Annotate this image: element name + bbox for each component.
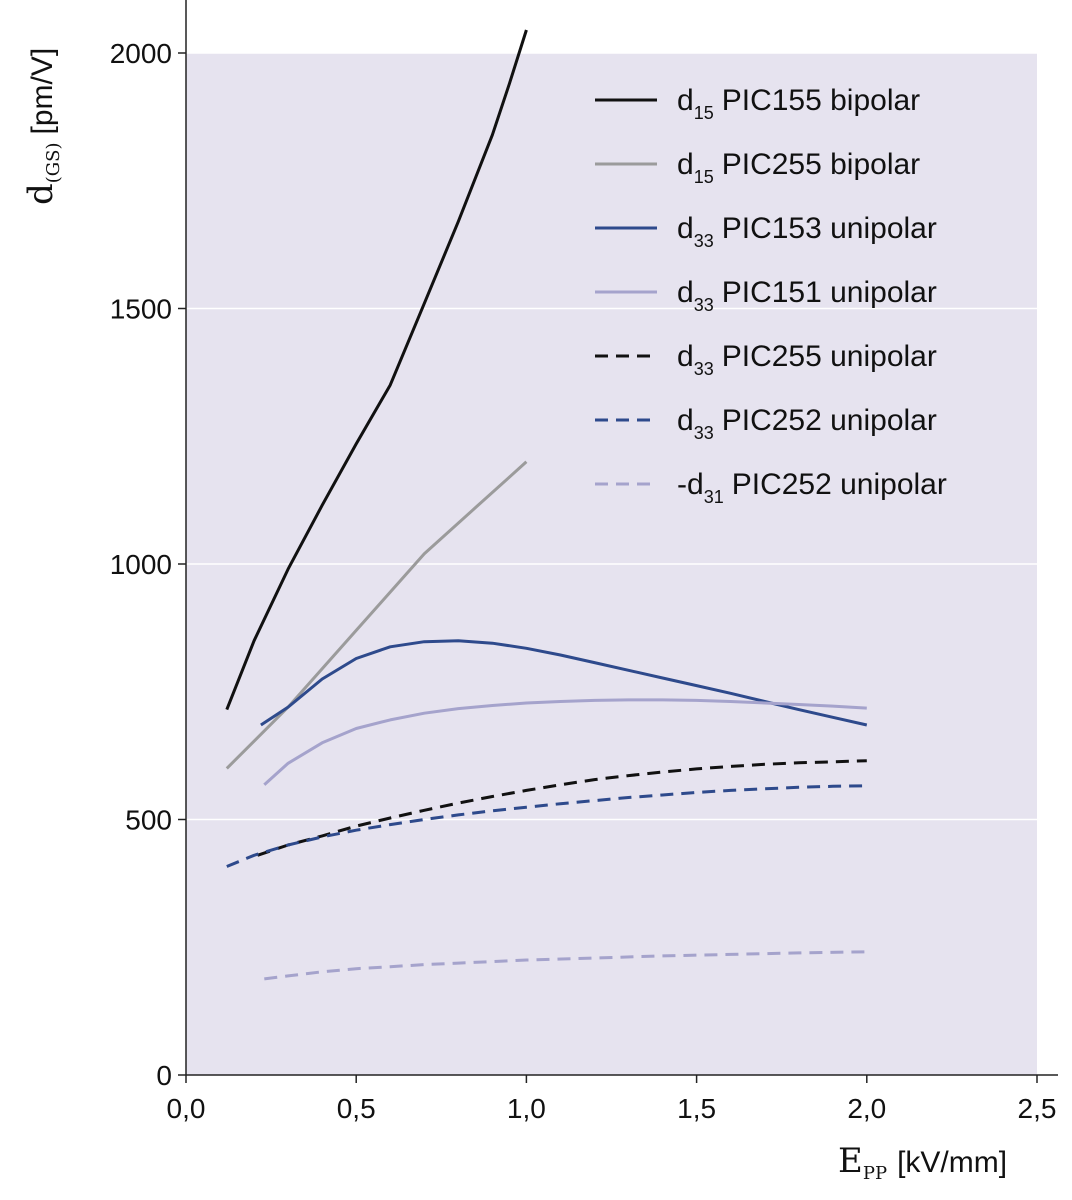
series-line-s5 (257, 759, 867, 857)
y-tick-label: 500 (125, 805, 172, 836)
legend-label-prefix: d (677, 212, 694, 245)
legend-label-prefix: d (677, 148, 694, 181)
legend-label-prefix: d (677, 276, 694, 309)
y-axis-title: d(GS) [pm/V] (21, 48, 64, 205)
legend-label-prefix: -d (677, 468, 704, 501)
legend-label: d33 PIC151 unipolar (677, 276, 937, 315)
legend-label-subscript: 15 (694, 167, 714, 187)
legend-item-s7: -d31 PIC252 unipolar (595, 468, 947, 507)
legend-item-s2: d15 PIC255 bipolar (595, 148, 920, 187)
legend-label: d15 PIC155 bipolar (677, 84, 920, 123)
series-line-s6 (226, 784, 867, 868)
y-tick-label: 0 (156, 1060, 172, 1091)
legend-label-name: PIC151 unipolar (722, 276, 937, 309)
x-tick-label: 1,0 (507, 1093, 546, 1124)
legend-item-s4: d33 PIC151 unipolar (595, 276, 937, 315)
legend-label-subscript: 33 (694, 359, 714, 379)
series-line-s4 (263, 698, 867, 786)
x-tick-label: 0,0 (167, 1093, 206, 1124)
y-tick-labels: 0 500 1000 1500 2000 (110, 38, 172, 1091)
legend-label-name: PIC255 bipolar (722, 148, 920, 181)
legend-label: d15 PIC255 bipolar (677, 148, 920, 187)
legend-label: d33 PIC255 unipolar (677, 340, 937, 379)
x-tick-label: 2,5 (1018, 1093, 1057, 1124)
legend-label-subscript: 31 (704, 487, 724, 507)
x-axis-title-unit: [kV/mm] (897, 1146, 1007, 1179)
x-axis-title: EPP [kV/mm] (838, 1141, 1007, 1184)
y-axis-title-main: d (21, 183, 61, 205)
legend-label-subscript: 33 (694, 423, 714, 443)
x-tick-label: 2,0 (847, 1093, 886, 1124)
y-tick-label: 2000 (110, 38, 172, 69)
y-tick-label: 1500 (110, 294, 172, 325)
legend-item-s3: d33 PIC153 unipolar (595, 212, 937, 251)
legend-item-s1: d15 PIC155 bipolar (595, 84, 920, 123)
legend-label-name: PIC255 unipolar (722, 340, 937, 373)
series-line-s2 (225, 460, 528, 770)
series-line-s7 (264, 950, 867, 981)
legend-item-s5: d33 PIC255 unipolar (595, 340, 937, 379)
legend-label-name: PIC153 unipolar (722, 212, 937, 245)
legend-item-s6: d33 PIC252 unipolar (595, 404, 937, 443)
legend-label-name: PIC252 unipolar (722, 404, 937, 437)
gridlines (186, 52, 1037, 821)
legend-label-name: PIC252 unipolar (732, 468, 947, 501)
y-axis-title-sub: (GS) (43, 142, 64, 183)
legend-label-subscript: 33 (694, 295, 714, 315)
legend-label-subscript: 15 (694, 103, 714, 123)
x-axis-title-main: E (838, 1141, 863, 1181)
x-axis-title-sub: PP (863, 1163, 887, 1184)
legend-label-subscript: 33 (694, 231, 714, 251)
legend-label: d33 PIC252 unipolar (677, 404, 937, 443)
legend-label: d33 PIC153 unipolar (677, 212, 937, 251)
y-tick-label: 1000 (110, 549, 172, 580)
legend-label: -d31 PIC252 unipolar (677, 468, 947, 507)
legend-label-prefix: d (677, 404, 694, 437)
legend-label-name: PIC155 bipolar (722, 84, 920, 117)
series-line-s1 (225, 29, 528, 711)
x-tick-label: 1,5 (677, 1093, 716, 1124)
axes (178, 0, 1058, 1083)
y-axis-title-unit: [pm/V] (26, 48, 59, 135)
legend-label-prefix: d (677, 340, 694, 373)
legend-label-prefix: d (677, 84, 694, 117)
x-tick-label: 0,5 (337, 1093, 376, 1124)
x-tick-labels: 0,0 0,5 1,0 1,5 2,0 2,5 (167, 1093, 1057, 1124)
series-lines (225, 29, 868, 981)
